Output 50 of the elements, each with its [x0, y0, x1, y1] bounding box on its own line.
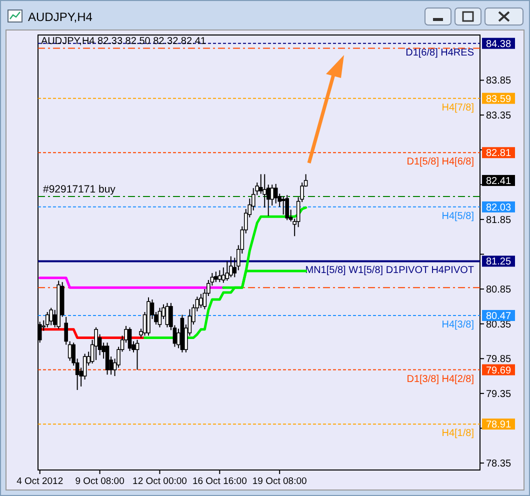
ref-line-label: D1[6/8] H4RES	[406, 47, 474, 58]
annotation: 79.69	[486, 365, 512, 376]
ref-line-label: H4[1/8]	[442, 428, 474, 440]
annotation: 83.59	[486, 94, 512, 105]
ref-line-label: H4[5/8]	[442, 210, 474, 222]
candlestick	[199, 293, 203, 308]
y-tick-label: 83.35	[486, 110, 512, 122]
annotation: 82.81	[486, 148, 512, 160]
candlestick	[218, 270, 222, 283]
candlestick	[158, 307, 162, 328]
candlestick	[105, 342, 110, 376]
candlestick	[274, 183, 278, 204]
candlestick	[214, 271, 218, 283]
candlestick	[135, 339, 140, 370]
annotation: 82.03	[486, 202, 512, 214]
x-tick-label: 9 Oct 08:00	[75, 476, 124, 487]
annotation: 78.91	[486, 420, 512, 431]
y-tick-label: 80.85	[486, 284, 512, 296]
x-tick-label: 19 Oct 08:00	[252, 476, 307, 487]
ref-line-label: D1[3/8] H4[2/8]	[406, 374, 474, 385]
candlestick	[229, 256, 233, 278]
candlestick	[165, 302, 170, 328]
candlestick	[45, 312, 50, 328]
candlestick	[262, 174, 267, 208]
annotation: 81.25	[486, 256, 512, 268]
annotation: 80.47	[486, 310, 512, 322]
candlestick	[225, 260, 230, 282]
x-tick-label: 4 Oct 2012	[16, 476, 64, 487]
y-tick-label: 80.35	[486, 319, 512, 330]
y-tick-label: 79.85	[486, 354, 512, 366]
chart-title: AUDJPY,H4	[28, 10, 93, 24]
x-tick-label: 12 Oct 00:00	[132, 476, 187, 487]
y-tick-label: 83.85	[486, 76, 512, 87]
candlestick	[281, 196, 286, 216]
ref-line-label: D1[5/8] H4[6/8]	[406, 156, 474, 168]
candlestick	[285, 194, 289, 221]
x-tick-label: 16 Oct 16:00	[192, 476, 247, 487]
candlestick	[49, 307, 54, 326]
ref-line-label: #92917171 buy	[43, 183, 116, 196]
candlestick	[270, 184, 274, 206]
y-tick-label: 78.35	[486, 458, 512, 470]
y-tick-label: 81.85	[486, 214, 512, 226]
candlestick	[128, 326, 132, 352]
candlestick	[94, 326, 98, 361]
annotation: 82.41	[486, 176, 512, 187]
annotation: 84.38	[486, 38, 512, 50]
ref-line-label: MN1[5/8] W1[5/8] D1PIVOT H4PIVOT	[305, 265, 474, 276]
ref-line-label: H4[7/8]	[442, 102, 474, 114]
ref-line-label: H4[3/8]	[442, 319, 474, 330]
y-tick-label: 79.35	[486, 388, 512, 400]
